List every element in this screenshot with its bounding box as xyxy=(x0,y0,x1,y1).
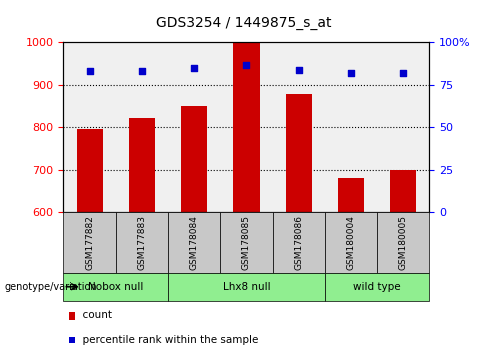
Text: GSM180004: GSM180004 xyxy=(346,215,356,270)
Bar xyxy=(233,43,260,212)
Point xyxy=(138,69,146,74)
FancyBboxPatch shape xyxy=(63,273,168,301)
Text: percentile rank within the sample: percentile rank within the sample xyxy=(76,335,258,345)
Text: GSM180005: GSM180005 xyxy=(399,215,408,270)
Text: Lhx8 null: Lhx8 null xyxy=(223,282,270,292)
FancyBboxPatch shape xyxy=(168,273,325,301)
Text: GSM177883: GSM177883 xyxy=(137,215,146,270)
Text: GSM178085: GSM178085 xyxy=(242,215,251,270)
Text: GDS3254 / 1449875_s_at: GDS3254 / 1449875_s_at xyxy=(156,16,332,30)
Bar xyxy=(77,129,102,212)
FancyBboxPatch shape xyxy=(220,212,273,273)
Point xyxy=(347,70,355,76)
Text: GSM177882: GSM177882 xyxy=(85,215,94,270)
FancyBboxPatch shape xyxy=(377,212,429,273)
Bar xyxy=(129,118,155,212)
Text: genotype/variation: genotype/variation xyxy=(5,282,98,292)
Point xyxy=(295,67,303,73)
FancyBboxPatch shape xyxy=(273,212,325,273)
Bar xyxy=(285,94,312,212)
Text: Nobox null: Nobox null xyxy=(88,282,143,292)
FancyBboxPatch shape xyxy=(325,212,377,273)
Point xyxy=(190,65,198,71)
Point xyxy=(399,70,407,76)
Text: GSM178084: GSM178084 xyxy=(190,215,199,270)
Bar xyxy=(338,178,364,212)
FancyBboxPatch shape xyxy=(63,212,116,273)
Text: wild type: wild type xyxy=(353,282,401,292)
Point xyxy=(86,69,94,74)
Bar xyxy=(181,106,207,212)
Text: GSM178086: GSM178086 xyxy=(294,215,303,270)
Text: count: count xyxy=(76,310,112,320)
FancyBboxPatch shape xyxy=(168,212,220,273)
Bar xyxy=(390,170,416,212)
FancyBboxPatch shape xyxy=(325,273,429,301)
FancyBboxPatch shape xyxy=(116,212,168,273)
Point xyxy=(243,62,250,67)
